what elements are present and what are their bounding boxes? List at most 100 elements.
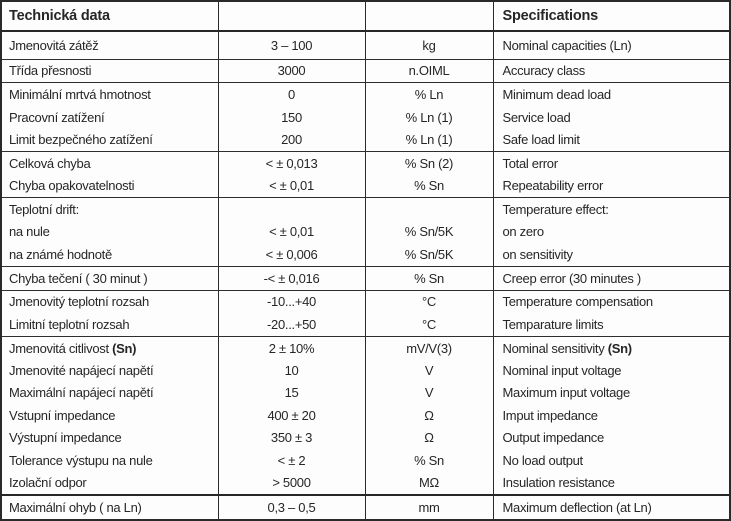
spec-unit: % Ln (1) [365,128,494,152]
spec-value [218,197,366,221]
spec-label-cz: Limitní teplotní rozsah [2,313,219,337]
spec-label-cz: Výstupní impedance [2,426,219,449]
spec-unit: % Sn/5K [365,243,494,267]
spec-unit: % Sn [365,266,494,291]
spec-value: 15 [218,381,366,405]
spec-unit: Ω [365,426,494,449]
spec-unit: mV/V(3) [365,336,494,360]
spec-unit: % Ln (1) [365,105,494,129]
spec-value: 0,3 – 0,5 [218,494,366,519]
table-row: Jmenovitý teplotní rozsah -10...+40 °C T… [2,290,729,314]
spec-label-cz-text: Jmenovitá citlivost [9,340,113,356]
spec-unit: V [365,359,494,382]
table-header-row: Technická data Specifications [2,2,729,32]
spec-value: 0 [218,82,366,106]
spec-unit: n.OIML [365,59,494,84]
spec-label-en: Accuracy class [493,59,729,84]
table-row: Chyba tečení ( 30 minut ) -< ± 0,016 % S… [2,266,729,291]
spec-label-cz: Celková chyba [2,151,219,175]
spec-label-en: Nominal capacities (Ln) [493,31,729,60]
spec-value: -20...+50 [218,313,366,337]
spec-value: 350 ± 3 [218,426,366,449]
spec-label-cz: Maximální napájecí napětí [2,381,219,405]
spec-label-en-text: Nominal sensitivity [502,340,608,356]
table-row: Pracovní zatížení 150 % Ln (1) Service l… [2,105,729,129]
spec-value: < ± 2 [218,448,366,472]
spec-label-en: Nominal input voltage [502,363,622,379]
spec-value: < ± 0,01 [218,220,366,244]
spec-value: 10 [218,359,366,382]
spec-value: 150 [218,105,366,129]
table-row: Chyba opakovatelnosti < ± 0,01 % Sn Repe… [2,174,729,199]
spec-label-cz: Minimální mrtvá hmotnost [2,82,219,106]
spec-unit: mm [365,494,494,519]
spec-label-en: Service load [502,109,571,125]
spec-unit: % Ln [365,82,494,106]
spec-label-en: Safe load limit [493,128,729,152]
spec-label-cz: Tolerance výstupu na nule [2,448,219,472]
spec-label-en: Creep error (30 minutes ) [493,266,729,291]
header-value-col [218,2,366,32]
spec-label-cz: Třída přesnosti [2,59,219,84]
spec-label-en: Imput impedance [502,407,599,423]
spec-label-en: Minimum dead load [502,87,612,103]
spec-unit: MΩ [365,471,494,496]
spec-label-en: Temperature effect: [502,201,609,217]
spec-label-cz: na nule [2,220,219,244]
spec-label-cz: Teplotní drift: [2,197,219,221]
spec-label-cz: na známé hodnotě [2,243,219,267]
spec-label-en: on sensitivity [493,243,729,267]
spec-label-en: Nominal sensitivity (Sn) [493,336,729,359]
spec-label-en: on zero [502,224,545,240]
table-row: Jmenovité napájecí napětí 10 V Nominal i… [2,359,729,382]
spec-label-cz: Chyba tečení ( 30 minut ) [2,266,219,291]
spec-value: 3000 [218,59,366,84]
table-row: na nule < ± 0,01 % Sn/5K on zero [2,220,729,244]
spec-label-cz: Jmenovitá citlivost (Sn) [2,336,219,360]
spec-value: < ± 0,006 [218,243,366,267]
table-row: Minimální mrtvá hmotnost 0 % Ln Minimum … [2,82,729,106]
spec-unit: kg [365,31,494,60]
spec-unit: V [365,381,494,405]
spec-label-cz: Limit bezpečného zatížení [2,128,219,152]
spec-label-en: Total error [502,155,559,171]
spec-value: > 5000 [218,471,366,496]
spec-unit: °C [365,313,494,337]
spec-unit: % Sn (2) [365,151,494,175]
spec-label-en: Maximum deflection (at Ln) [493,494,729,519]
spec-label-en: Temperature compensation [502,294,654,310]
table-row: Maximální ohyb ( na Ln) 0,3 – 0,5 mm Max… [2,494,729,519]
table-row: Maximální napájecí napětí 15 V Maximum i… [2,381,729,405]
spec-label-cz: Maximální ohyb ( na Ln) [2,494,219,519]
spec-unit: % Sn/5K [365,220,494,244]
spec-label-cz: Jmenovitý teplotní rozsah [2,290,219,314]
spec-label-en: Repeatability error [493,174,729,199]
table-row: Celková chyba < ± 0,013 % Sn (2) Total e… [2,151,729,175]
spec-label-en: No load output [502,452,584,468]
spec-label-en: Temparature limits [493,313,729,337]
spec-value: < ± 0,013 [218,151,366,175]
spec-value: -10...+40 [218,290,366,314]
spec-label-cz: Vstupní impedance [2,404,219,427]
table-row: Třída přesnosti 3000 n.OIML Accuracy cla… [2,59,729,84]
header-english-title: Specifications [493,2,729,32]
spec-unit [365,197,494,221]
spec-label-en-bold: (Sn) [607,340,632,356]
spec-value: 400 ± 20 [218,404,366,427]
spec-label-en: Insulation resistance [502,475,616,491]
table-row: Jmenovitá citlivost (Sn) 2 ± 10% mV/V(3)… [2,336,729,360]
table-row: Jmenovitá zátěž 3 – 100 kg Nominal capac… [2,31,729,60]
table-row: Teplotní drift: Temperature effect: [2,197,729,221]
spec-label-cz: Izolační odpor [2,471,219,496]
spec-label-cz: Pracovní zatížení [2,105,219,129]
spec-label-en: Maximum input voltage [502,385,631,401]
spec-value: -< ± 0,016 [218,266,366,291]
table-row: Výstupní impedance 350 ± 3 Ω Output impe… [2,426,729,449]
table-row: Izolační odpor > 5000 MΩ Insulation resi… [2,471,729,496]
spec-value: < ± 0,01 [218,174,366,199]
table-row: Tolerance výstupu na nule < ± 2 % Sn No … [2,448,729,472]
spec-label-cz: Chyba opakovatelnosti [2,174,219,199]
table-row: Limit bezpečného zatížení 200 % Ln (1) S… [2,128,729,152]
